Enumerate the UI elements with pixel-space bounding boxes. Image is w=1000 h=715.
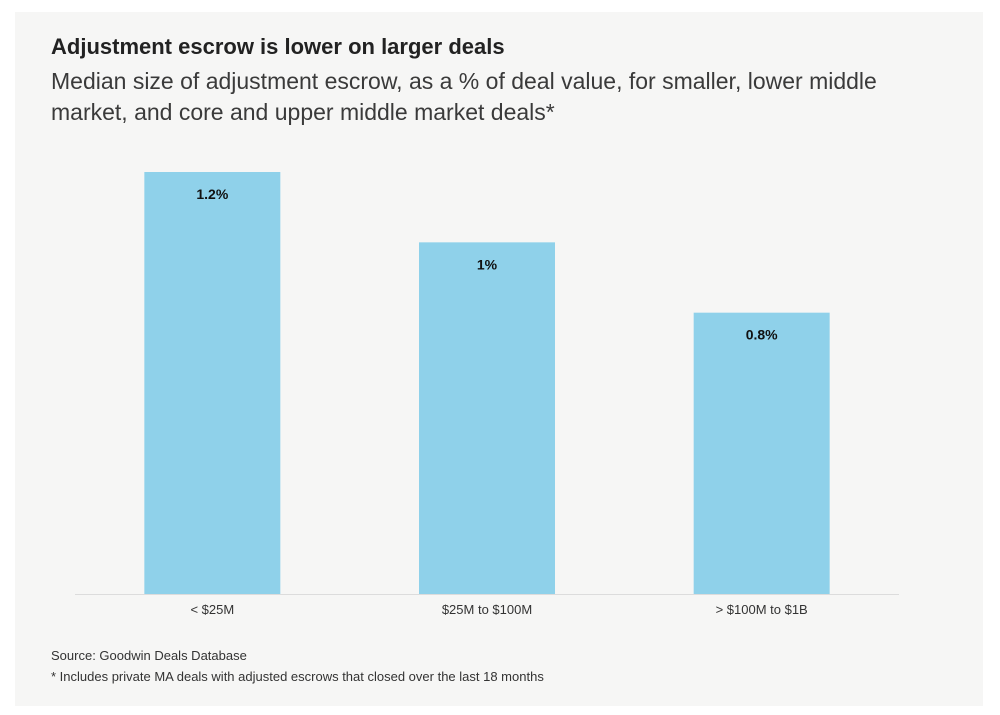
x-tick-label-1: < $25M (190, 602, 234, 617)
data-label-1: 1.2% (196, 186, 228, 202)
chart-subtitle: Median size of adjustment escrow, as a %… (51, 68, 877, 125)
data-label-3: 0.8% (746, 327, 778, 343)
chart-card: 1.2% < $25M 1% $25M to $100M 0.8% > $100M to … (15, 12, 983, 706)
labels-group: 1.2% < $25M 1% $25M to $100M 0.8% > $100M to … (190, 186, 807, 617)
source-note: Source: Goodwin Deals Database (51, 648, 247, 663)
bar-1 (144, 172, 281, 594)
bar-chart: 1.2% < $25M 1% $25M to $100M 0.8% > $100M to … (75, 172, 899, 617)
x-tick-label-3: > $100M to $1B (716, 602, 808, 617)
chart-title: Adjustment escrow is lower on larger dea… (51, 34, 505, 59)
bar-2 (419, 242, 555, 595)
x-tick-label-2: $25M to $100M (442, 602, 532, 617)
footnote: * Includes private MA deals with adjuste… (51, 669, 544, 684)
data-label-2: 1% (477, 256, 498, 272)
bar-3 (693, 312, 830, 594)
bars-group (144, 172, 830, 595)
